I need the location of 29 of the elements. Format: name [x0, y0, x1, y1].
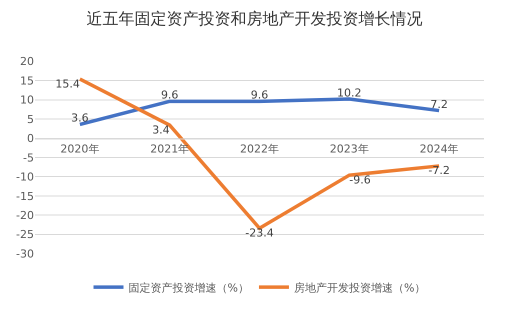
- data-label: 3.4: [152, 123, 170, 136]
- y-tick-label: -15: [16, 190, 34, 203]
- y-tick-label: -30: [16, 247, 34, 260]
- y-tick-label: -5: [23, 151, 34, 164]
- x-tick-label: 2021年: [150, 142, 190, 156]
- data-label: 7.2: [430, 98, 448, 111]
- data-label: -23.4: [245, 226, 274, 240]
- legend-label: 房地产开发投资增速（%）: [294, 281, 426, 294]
- x-tick-label: 2022年: [240, 142, 279, 156]
- y-tick-label: 5: [27, 112, 34, 126]
- x-tick-label: 2023年: [330, 142, 369, 156]
- y-tick-label: 0: [27, 132, 34, 146]
- x-tick-label: 2020年: [60, 142, 100, 156]
- data-label: 3.6: [71, 112, 89, 125]
- legend-label: 固定资产投资增速（%）: [128, 281, 249, 294]
- y-tick-label: -20: [16, 209, 34, 222]
- data-label: 9.6: [250, 88, 268, 102]
- y-tick-label: 10: [20, 94, 34, 107]
- chart-title: 近五年固定资产投资和房地产开发投资增长情况: [86, 8, 422, 28]
- data-label: -7.2: [428, 164, 450, 178]
- y-tick-label: -10: [16, 170, 34, 184]
- y-tick-label: 15: [20, 74, 34, 88]
- y-tick-label: 20: [20, 55, 34, 68]
- data-label: -9.6: [349, 173, 371, 186]
- data-label: 10.2: [337, 86, 362, 100]
- y-tick-label: -25: [16, 228, 34, 242]
- x-tick-label: 2024年: [420, 142, 459, 156]
- data-label: 9.6: [160, 88, 178, 102]
- data-label: 15.4: [55, 77, 80, 90]
